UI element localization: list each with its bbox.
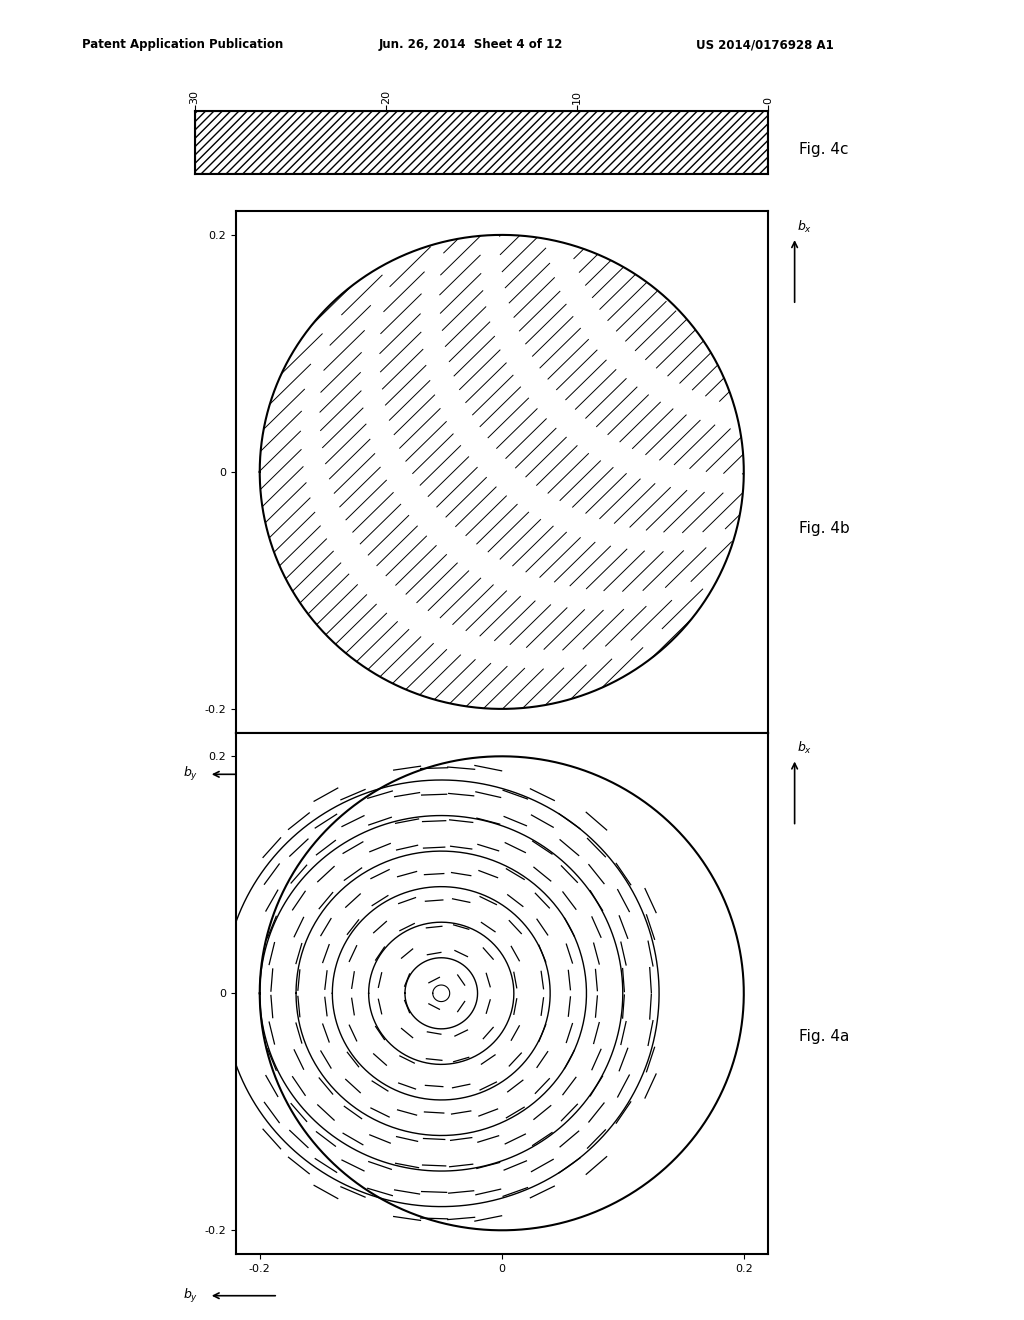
- Text: Jun. 26, 2014  Sheet 4 of 12: Jun. 26, 2014 Sheet 4 of 12: [379, 38, 563, 51]
- Text: $b_y$: $b_y$: [183, 1287, 199, 1304]
- Text: $b_y$: $b_y$: [183, 766, 199, 783]
- Text: $b_x$: $b_x$: [798, 219, 812, 235]
- Text: Fig. 4b: Fig. 4b: [799, 520, 850, 536]
- Text: US 2014/0176928 A1: US 2014/0176928 A1: [696, 38, 835, 51]
- Text: Fig. 4c: Fig. 4c: [799, 141, 848, 157]
- Text: $b_x$: $b_x$: [798, 741, 812, 756]
- Text: Fig. 4a: Fig. 4a: [799, 1028, 849, 1044]
- Text: Patent Application Publication: Patent Application Publication: [82, 38, 284, 51]
